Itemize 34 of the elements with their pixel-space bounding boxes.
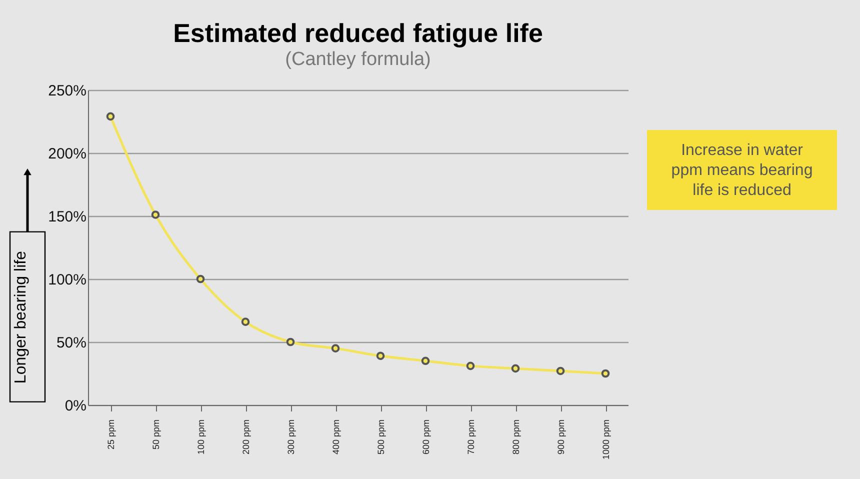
x-tick-label: 200 ppm [241, 420, 251, 455]
x-tick-label: 100 ppm [196, 420, 206, 455]
x-tick-label: 1000 ppm [601, 420, 611, 460]
point [331, 344, 340, 352]
x-tick-label: 50 ppm [151, 420, 161, 450]
x-tick-label: 25 ppm [106, 420, 116, 450]
point [376, 352, 385, 360]
chart-subtitle: (Cantley formula) [285, 49, 431, 70]
point [151, 210, 160, 219]
x-tick-label: 700 ppm [466, 420, 476, 455]
x-tick-label: 600 ppm [421, 420, 431, 455]
chart-title: Estimated reduced fatigue life [173, 18, 543, 48]
point [601, 369, 610, 378]
point [511, 364, 520, 373]
x-tick-label: 900 ppm [556, 420, 566, 455]
x-tick-label: 800 ppm [511, 420, 521, 455]
y-tick-label: 150% [48, 208, 86, 226]
x-tick-label: 400 ppm [331, 420, 341, 455]
y-tick-label: 50% [56, 334, 86, 352]
y-tick-label: 0% [64, 398, 86, 414]
point [466, 362, 475, 370]
x-tick-label: 500 ppm [376, 420, 386, 455]
point [556, 366, 565, 376]
point [106, 112, 115, 121]
point [241, 318, 250, 326]
y-tick-label: 250% [48, 82, 86, 100]
point [196, 274, 205, 284]
point [421, 356, 430, 366]
text: Increase in water ppm means bearing life is reduced [671, 142, 813, 199]
y-axis-title: Longer bearing life [12, 250, 30, 384]
y-tick-label: 100% [48, 272, 86, 288]
x-tick-label: 300 ppm [286, 420, 296, 455]
point [286, 338, 295, 346]
y-tick-label: 200% [48, 146, 86, 162]
